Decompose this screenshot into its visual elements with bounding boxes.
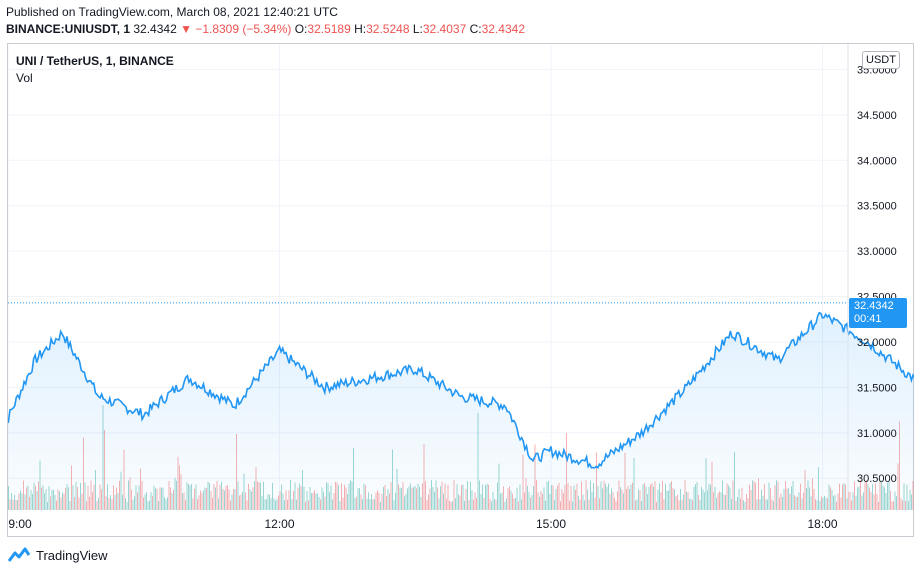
tradingview-logo-icon [7,547,31,562]
price-chart[interactable]: 35.000034.500034.000033.500033.000032.50… [8,44,914,536]
price-area-fill [8,312,914,510]
chart-legend-title[interactable]: UNI / TetherUS, 1, BINANCE [16,54,174,68]
price-tick-label: 34.5000 [857,110,897,122]
price-tick-label: 30.5000 [857,473,897,485]
high-value: 32.5248 [366,22,410,36]
last-price-tag-value: 32.4342 [854,300,894,312]
price-tick-label: 33.5000 [857,201,897,213]
time-tick-label: 12:00 [264,517,294,531]
open-value: 32.5189 [307,22,351,36]
low-value: 32.4037 [422,22,467,36]
price-change: ▼ −1.8309 (−5.34%) [180,22,292,36]
time-tick-label: 9:00 [8,517,32,531]
volume-legend[interactable]: Vol [16,71,33,85]
price-tick-label: 31.0000 [857,428,897,440]
high-label: H: [354,22,367,36]
price-tick-label: 31.5000 [857,382,897,394]
brand-name: TradingView [36,547,108,563]
price-tick-label: 32.0000 [857,337,897,349]
price-line [8,311,914,469]
time-tick-label: 15:00 [536,517,566,531]
time-axis[interactable]: 9:0012:0015:0018:0021:00803:0006:0009:00… [8,517,914,531]
close-label: C: [469,22,482,36]
close-value: 32.4342 [481,22,525,36]
low-label: L: [412,22,423,36]
footer-brand[interactable]: TradingView [7,547,108,563]
currency-button[interactable]: USDT [862,51,900,69]
published-caption: Published on TradingView.com, March 08, … [6,5,338,19]
bar-countdown: 00:41 [854,313,882,325]
price-tick-label: 34.0000 [857,155,897,167]
symbol-label: BINANCE:UNIUSDT, 1 [6,22,131,36]
last-price: 32.4342 [133,22,177,36]
price-tick-label: 33.0000 [857,246,897,258]
ohlc-bar: BINANCE:UNIUSDT, 1 32.4342 ▼ −1.8309 (−5… [6,22,525,36]
open-label: O: [294,22,308,36]
time-tick-label: 18:00 [807,517,837,531]
last-price-tag: 32.4342 00:41 [849,298,907,328]
